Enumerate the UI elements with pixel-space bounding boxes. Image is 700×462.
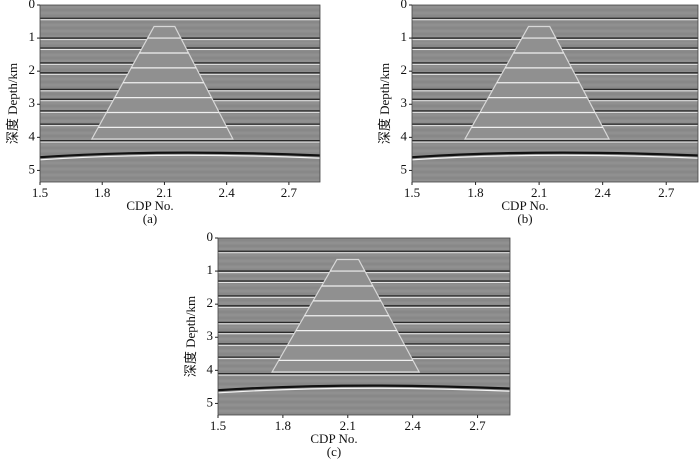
y-tick-label: 2: [207, 295, 214, 310]
x-tick-label: 1.5: [210, 418, 226, 433]
y-tick-label: 5: [207, 394, 214, 409]
panel-frame: [411, 4, 699, 183]
y-tick-label: 2: [29, 62, 36, 77]
base-reflector: [411, 151, 699, 159]
panel-frame: [217, 237, 511, 416]
y-tick-label: 4: [401, 128, 408, 143]
y-tick-label: 1: [29, 29, 36, 44]
x-tick-label: 1.8: [275, 418, 291, 433]
y-tick-label: 3: [29, 95, 36, 110]
y-axis-label: 深度 Depth/km: [5, 63, 20, 144]
x-tick-label: 1.5: [32, 185, 48, 200]
caption: (b): [517, 211, 532, 226]
y-tick-label: 0: [401, 0, 408, 11]
y-tick-label: 4: [29, 128, 36, 143]
y-axis-label: 深度 Depth/km: [377, 63, 392, 144]
base-reflector: [39, 151, 321, 159]
y-tick-label: 3: [401, 95, 408, 110]
caption: (a): [143, 211, 157, 226]
x-tick-label: 2.4: [219, 185, 236, 200]
x-axis-label: CDP No.: [501, 198, 548, 213]
y-tick-label: 3: [207, 328, 214, 343]
y-axis-label: 深度 Depth/km: [183, 296, 198, 377]
y-tick-label: 0: [207, 229, 214, 244]
x-tick-label: 2.7: [469, 418, 486, 433]
base-reflector: [411, 154, 699, 161]
x-axis-label: CDP No.: [310, 431, 357, 446]
x-tick-label: 1.5: [404, 185, 420, 200]
x-tick-label: 1.8: [94, 185, 110, 200]
base-reflector: [217, 384, 511, 392]
x-tick-label: 2.1: [340, 418, 356, 433]
caption: (c): [327, 444, 341, 459]
panel-frame: [39, 4, 321, 183]
x-tick-label: 2.7: [281, 185, 298, 200]
seismic-panel: [411, 5, 699, 182]
x-tick-label: 2.4: [595, 185, 612, 200]
y-tick-label: 0: [29, 0, 36, 11]
seismic-panel: [39, 5, 321, 182]
y-tick-label: 1: [401, 29, 408, 44]
y-tick-label: 5: [29, 161, 36, 176]
y-tick-label: 2: [401, 62, 408, 77]
y-tick-label: 4: [207, 361, 214, 376]
x-tick-label: 2.1: [156, 185, 172, 200]
x-tick-label: 1.8: [467, 185, 483, 200]
x-tick-label: 2.7: [658, 185, 675, 200]
base-reflector: [39, 154, 321, 161]
x-axis-label: CDP No.: [126, 198, 173, 213]
base-reflector: [217, 387, 511, 394]
x-tick-label: 2.4: [405, 418, 422, 433]
y-tick-label: 5: [401, 161, 408, 176]
x-tick-label: 2.1: [531, 185, 547, 200]
seismic-panel: [217, 238, 511, 415]
y-tick-label: 1: [207, 262, 214, 277]
